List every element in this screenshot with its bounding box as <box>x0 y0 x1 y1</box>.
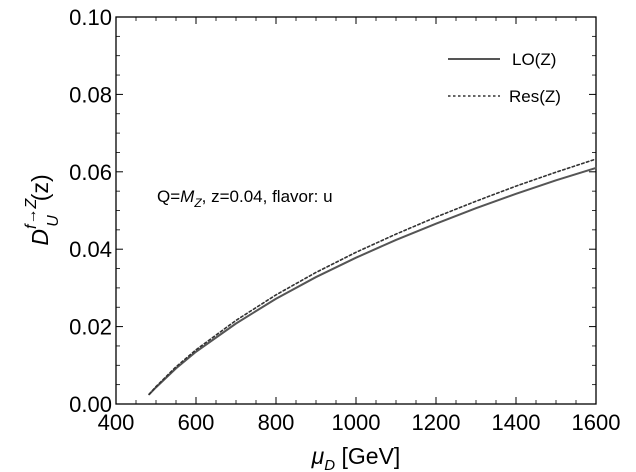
y-tick-label: 0.02 <box>69 315 112 340</box>
y-tick-label: 0.04 <box>69 237 112 262</box>
legend: LO(Z) Res(Z) <box>448 50 561 106</box>
legend-label-lo: LO(Z) <box>512 50 556 69</box>
axis-ticks: 400 600 800 1000 1200 1400 1600 0.00 0.02 0.04 0.0… <box>69 5 620 435</box>
x-tick-label: 600 <box>178 410 215 435</box>
series-layer <box>148 158 597 396</box>
y-tick-label: 0.08 <box>69 82 112 107</box>
x-tick-label: 1400 <box>492 410 541 435</box>
series-line-res <box>148 158 597 396</box>
annotation-text: Q=MZ, z=0.04, flavor: u <box>157 187 333 210</box>
x-axis-label: μD [GeV] <box>311 443 401 472</box>
svg-text:Df→ZU(z): Df→Z U(z) <box>23 174 62 245</box>
x-tick-label: 800 <box>258 410 295 435</box>
legend-label-res: Res(Z) <box>509 87 561 106</box>
x-tick-label: 1600 <box>572 410 621 435</box>
x-tick-label: 400 <box>98 410 135 435</box>
series-line-lo <box>148 166 597 396</box>
x-tick-label: 1200 <box>412 410 461 435</box>
y-tick-label: 0.00 <box>69 392 112 417</box>
plot-frame <box>115 16 597 405</box>
x-tick-label: 1000 <box>332 410 381 435</box>
y-tick-label: 0.10 <box>69 5 112 30</box>
y-axis-label: Df→Z U(z) <box>23 174 62 245</box>
y-tick-label: 0.06 <box>69 160 112 185</box>
